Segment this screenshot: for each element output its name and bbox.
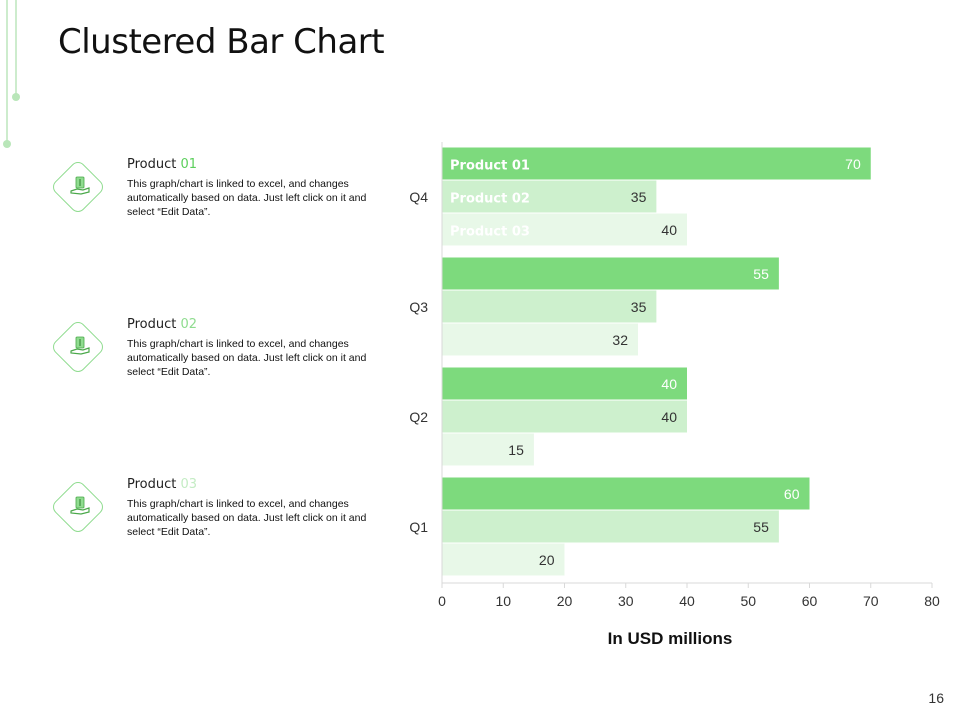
bar-q1-series-2: [442, 510, 779, 543]
decor-dot-1: [3, 140, 11, 148]
bar-q2-series-2: [442, 400, 687, 433]
x-tick-label-50: 50: [740, 593, 756, 609]
legend-item-series-1: Product 01: [450, 159, 530, 174]
y-tick-label-q3: Q3: [409, 299, 428, 315]
money-hand-icon: [70, 176, 90, 195]
x-tick-label-20: 20: [557, 593, 573, 609]
data-label-q4-series-1: 70: [845, 156, 861, 172]
x-tick-label-10: 10: [495, 593, 511, 609]
product-label: Product: [127, 157, 177, 172]
data-label-q3-series-1: 55: [753, 266, 769, 282]
decor-line-2: [15, 0, 17, 94]
decor-line-1: [6, 0, 8, 142]
x-tick-label-60: 60: [802, 593, 818, 609]
data-label-q1-series-1: 60: [784, 486, 800, 502]
x-tick-label-40: 40: [679, 593, 695, 609]
y-tick-label-q4: Q4: [409, 189, 428, 205]
bar-q3-series-1: [442, 257, 779, 290]
product-code: 02: [180, 317, 198, 332]
product-description: This graph/chart is linked to excel, and…: [127, 178, 367, 218]
bar-q2-series-3: [442, 433, 534, 466]
bar-q4-series-3: [442, 213, 687, 246]
product-block-2: Product 02 This graph/chart is linked to…: [48, 317, 388, 397]
product-description: This graph/chart is linked to excel, and…: [127, 498, 367, 538]
x-tick-label-0: 0: [438, 593, 446, 609]
page-number: 16: [928, 690, 944, 706]
y-tick-label-q2: Q2: [409, 409, 428, 425]
data-label-q4-series-3: 40: [661, 222, 677, 238]
product-label: Product: [127, 317, 177, 332]
data-label-q2-series-2: 40: [661, 409, 677, 425]
product-heading: Product 01: [127, 157, 197, 172]
bar-q4-series-1: [442, 147, 871, 180]
product-block-1: Product 01 This graph/chart is linked to…: [48, 157, 388, 237]
product-code: 01: [180, 157, 198, 172]
page-title: Clustered Bar Chart: [58, 22, 385, 62]
product-code: 03: [180, 477, 198, 492]
legend-item-series-2: Product 02: [450, 192, 530, 207]
data-label-q1-series-3: 20: [539, 552, 555, 568]
data-label-q4-series-2: 35: [631, 189, 647, 205]
data-label-q2-series-1: 40: [661, 376, 677, 392]
legend-item-series-3: Product 03: [450, 225, 530, 240]
y-tick-label-q1: Q1: [409, 519, 428, 535]
bar-q1-series-1: [442, 477, 810, 510]
product-description: This graph/chart is linked to excel, and…: [127, 338, 367, 378]
data-label-q3-series-2: 35: [631, 299, 647, 315]
data-label-q1-series-2: 55: [753, 519, 769, 535]
x-tick-label-30: 30: [618, 593, 634, 609]
bar-q4-series-2: [442, 180, 657, 213]
product-heading: Product 02: [127, 317, 197, 332]
x-tick-label-70: 70: [863, 593, 879, 609]
bar-q2-series-1: [442, 367, 687, 400]
data-label-q3-series-3: 32: [612, 332, 628, 348]
money-hand-icon: [70, 336, 90, 355]
x-tick-label-80: 80: [924, 593, 940, 609]
x-axis-title: In USD millions: [608, 629, 733, 648]
decor-dot-2: [12, 93, 20, 101]
bar-q3-series-2: [442, 290, 657, 323]
bar-q1-series-3: [442, 543, 565, 576]
data-label-q2-series-3: 15: [508, 442, 524, 458]
product-label: Product: [127, 477, 177, 492]
product-block-3: Product 03 This graph/chart is linked to…: [48, 477, 388, 557]
money-hand-icon: [70, 496, 90, 515]
bar-q3-series-3: [442, 323, 638, 356]
product-heading: Product 03: [127, 477, 197, 492]
